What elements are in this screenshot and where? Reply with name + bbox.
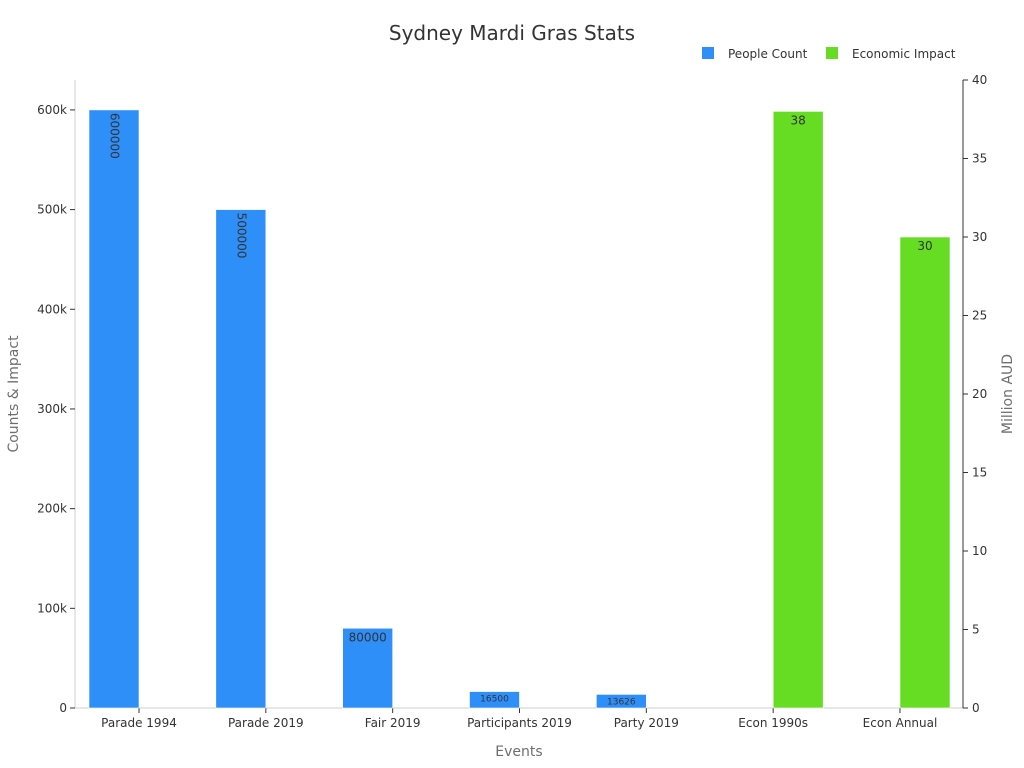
x-tick-label: Econ 1990s <box>738 716 808 730</box>
bar-people-count <box>596 694 647 709</box>
x-tick-label: Fair 2019 <box>365 716 421 730</box>
x-axis-ticks: Parade 1994 Parade 2019 Fair 2019 Participa… <box>101 708 937 730</box>
bar-value-label: 13626 <box>607 697 636 707</box>
bar-value-label: 30 <box>917 239 932 253</box>
y-tick-label: 400k <box>37 302 67 316</box>
y2-tick-label: 15 <box>972 466 987 480</box>
y-tick-label: 300k <box>37 402 67 416</box>
y2-tick-label: 20 <box>972 387 987 401</box>
legend-swatch-people-count <box>702 47 714 59</box>
bar-value-label: 600000 <box>108 113 122 159</box>
x-tick-label: Participants 2019 <box>467 716 572 730</box>
y-tick-label: 500k <box>37 203 67 217</box>
chart-title: Sydney Mardi Gras Stats <box>389 21 635 45</box>
legend-label-people-count: People Count <box>728 47 808 61</box>
legend: People Count Economic Impact <box>702 47 956 61</box>
bars: 600000 500000 80000 16500 13626 38 30 <box>88 109 951 709</box>
y-tick-label: 200k <box>37 502 67 516</box>
y2-tick-label: 35 <box>972 152 987 166</box>
legend-label-economic-impact: Economic Impact <box>852 47 956 61</box>
bar-value-label: 16500 <box>480 695 509 705</box>
y-axis-right-ticks: 0 5 10 15 20 25 30 35 40 <box>963 73 987 715</box>
x-tick-label: Parade 1994 <box>101 716 177 730</box>
bar-people-count <box>469 691 520 709</box>
bar-people-count <box>342 627 393 709</box>
bar-value-label: 38 <box>791 113 806 127</box>
y-axis-label: Counts & Impact <box>6 335 22 453</box>
y2-tick-label: 25 <box>972 309 987 323</box>
y-tick-label: 600k <box>37 103 67 117</box>
y-tick-label: 100k <box>37 601 67 615</box>
bar-value-label: 500000 <box>234 213 248 259</box>
x-axis-label: Events <box>495 744 542 760</box>
x-tick-label: Econ Annual <box>863 716 938 730</box>
bar-economic-impact <box>772 111 824 709</box>
y2-tick-label: 0 <box>972 701 980 715</box>
bar-economic-impact <box>899 236 951 709</box>
y2-axis-label: Million AUD <box>1000 354 1016 434</box>
x-tick-label: Parade 2019 <box>228 716 304 730</box>
legend-swatch-economic-impact <box>826 47 838 59</box>
bar-people-count <box>215 209 267 709</box>
bar-people-count <box>88 109 140 709</box>
y2-tick-label: 10 <box>972 544 987 558</box>
y-tick-label: 0 <box>59 701 67 715</box>
y-axis-left-ticks: 0 100k 200k 300k 400k 500k 600k <box>37 103 75 715</box>
x-tick-label: Party 2019 <box>614 716 679 730</box>
y2-tick-label: 5 <box>972 623 980 637</box>
y2-tick-label: 40 <box>972 73 987 87</box>
y2-tick-label: 30 <box>972 230 987 244</box>
bar-value-label: 80000 <box>349 630 387 644</box>
